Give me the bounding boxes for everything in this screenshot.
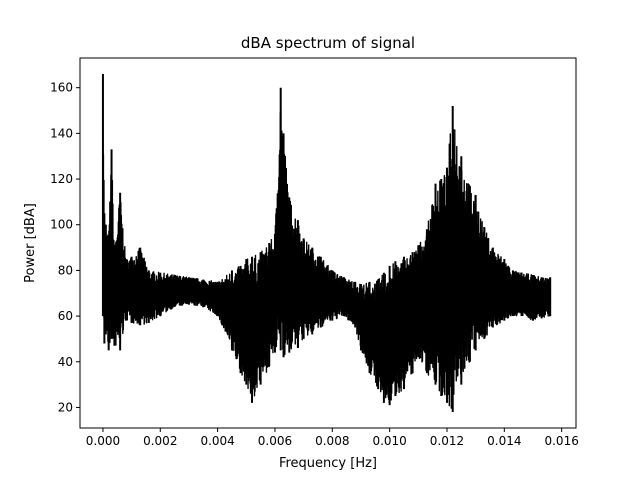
y-tick-label: 20 <box>58 400 73 414</box>
y-tick-label: 100 <box>50 218 73 232</box>
x-axis: 0.000 0.002 0.004 0.006 0.008 0.010 0.012 0.014… <box>86 428 579 448</box>
y-tick-label: 120 <box>50 172 73 186</box>
y-tick-label: 160 <box>50 81 73 95</box>
x-tick-label: 0.014 <box>487 434 521 448</box>
x-tick-label: 0.002 <box>143 434 177 448</box>
x-tick-label: 0.016 <box>544 434 578 448</box>
plot-layer <box>101 73 552 413</box>
x-tick-label: 0.008 <box>315 434 349 448</box>
y-axis: 20 40 60 80 100 120 140 160 <box>50 81 80 414</box>
axes-frame <box>79 57 577 429</box>
x-axis-label: Frequency [Hz] <box>279 456 377 471</box>
x-tick-label: 0.000 <box>86 434 120 448</box>
x-tick-label: 0.012 <box>430 434 464 448</box>
y-tick-label: 140 <box>50 126 73 140</box>
x-tick-label: 0.006 <box>258 434 292 448</box>
chart-title: dBA spectrum of signal <box>241 34 415 52</box>
y-tick-label: 80 <box>58 263 73 277</box>
y-tick-label: 60 <box>58 309 73 323</box>
x-tick-label: 0.004 <box>200 434 234 448</box>
y-tick-label: 40 <box>58 355 73 369</box>
x-tick-label: 0.010 <box>372 434 406 448</box>
y-axis-label: Power [dBA] <box>23 203 38 283</box>
